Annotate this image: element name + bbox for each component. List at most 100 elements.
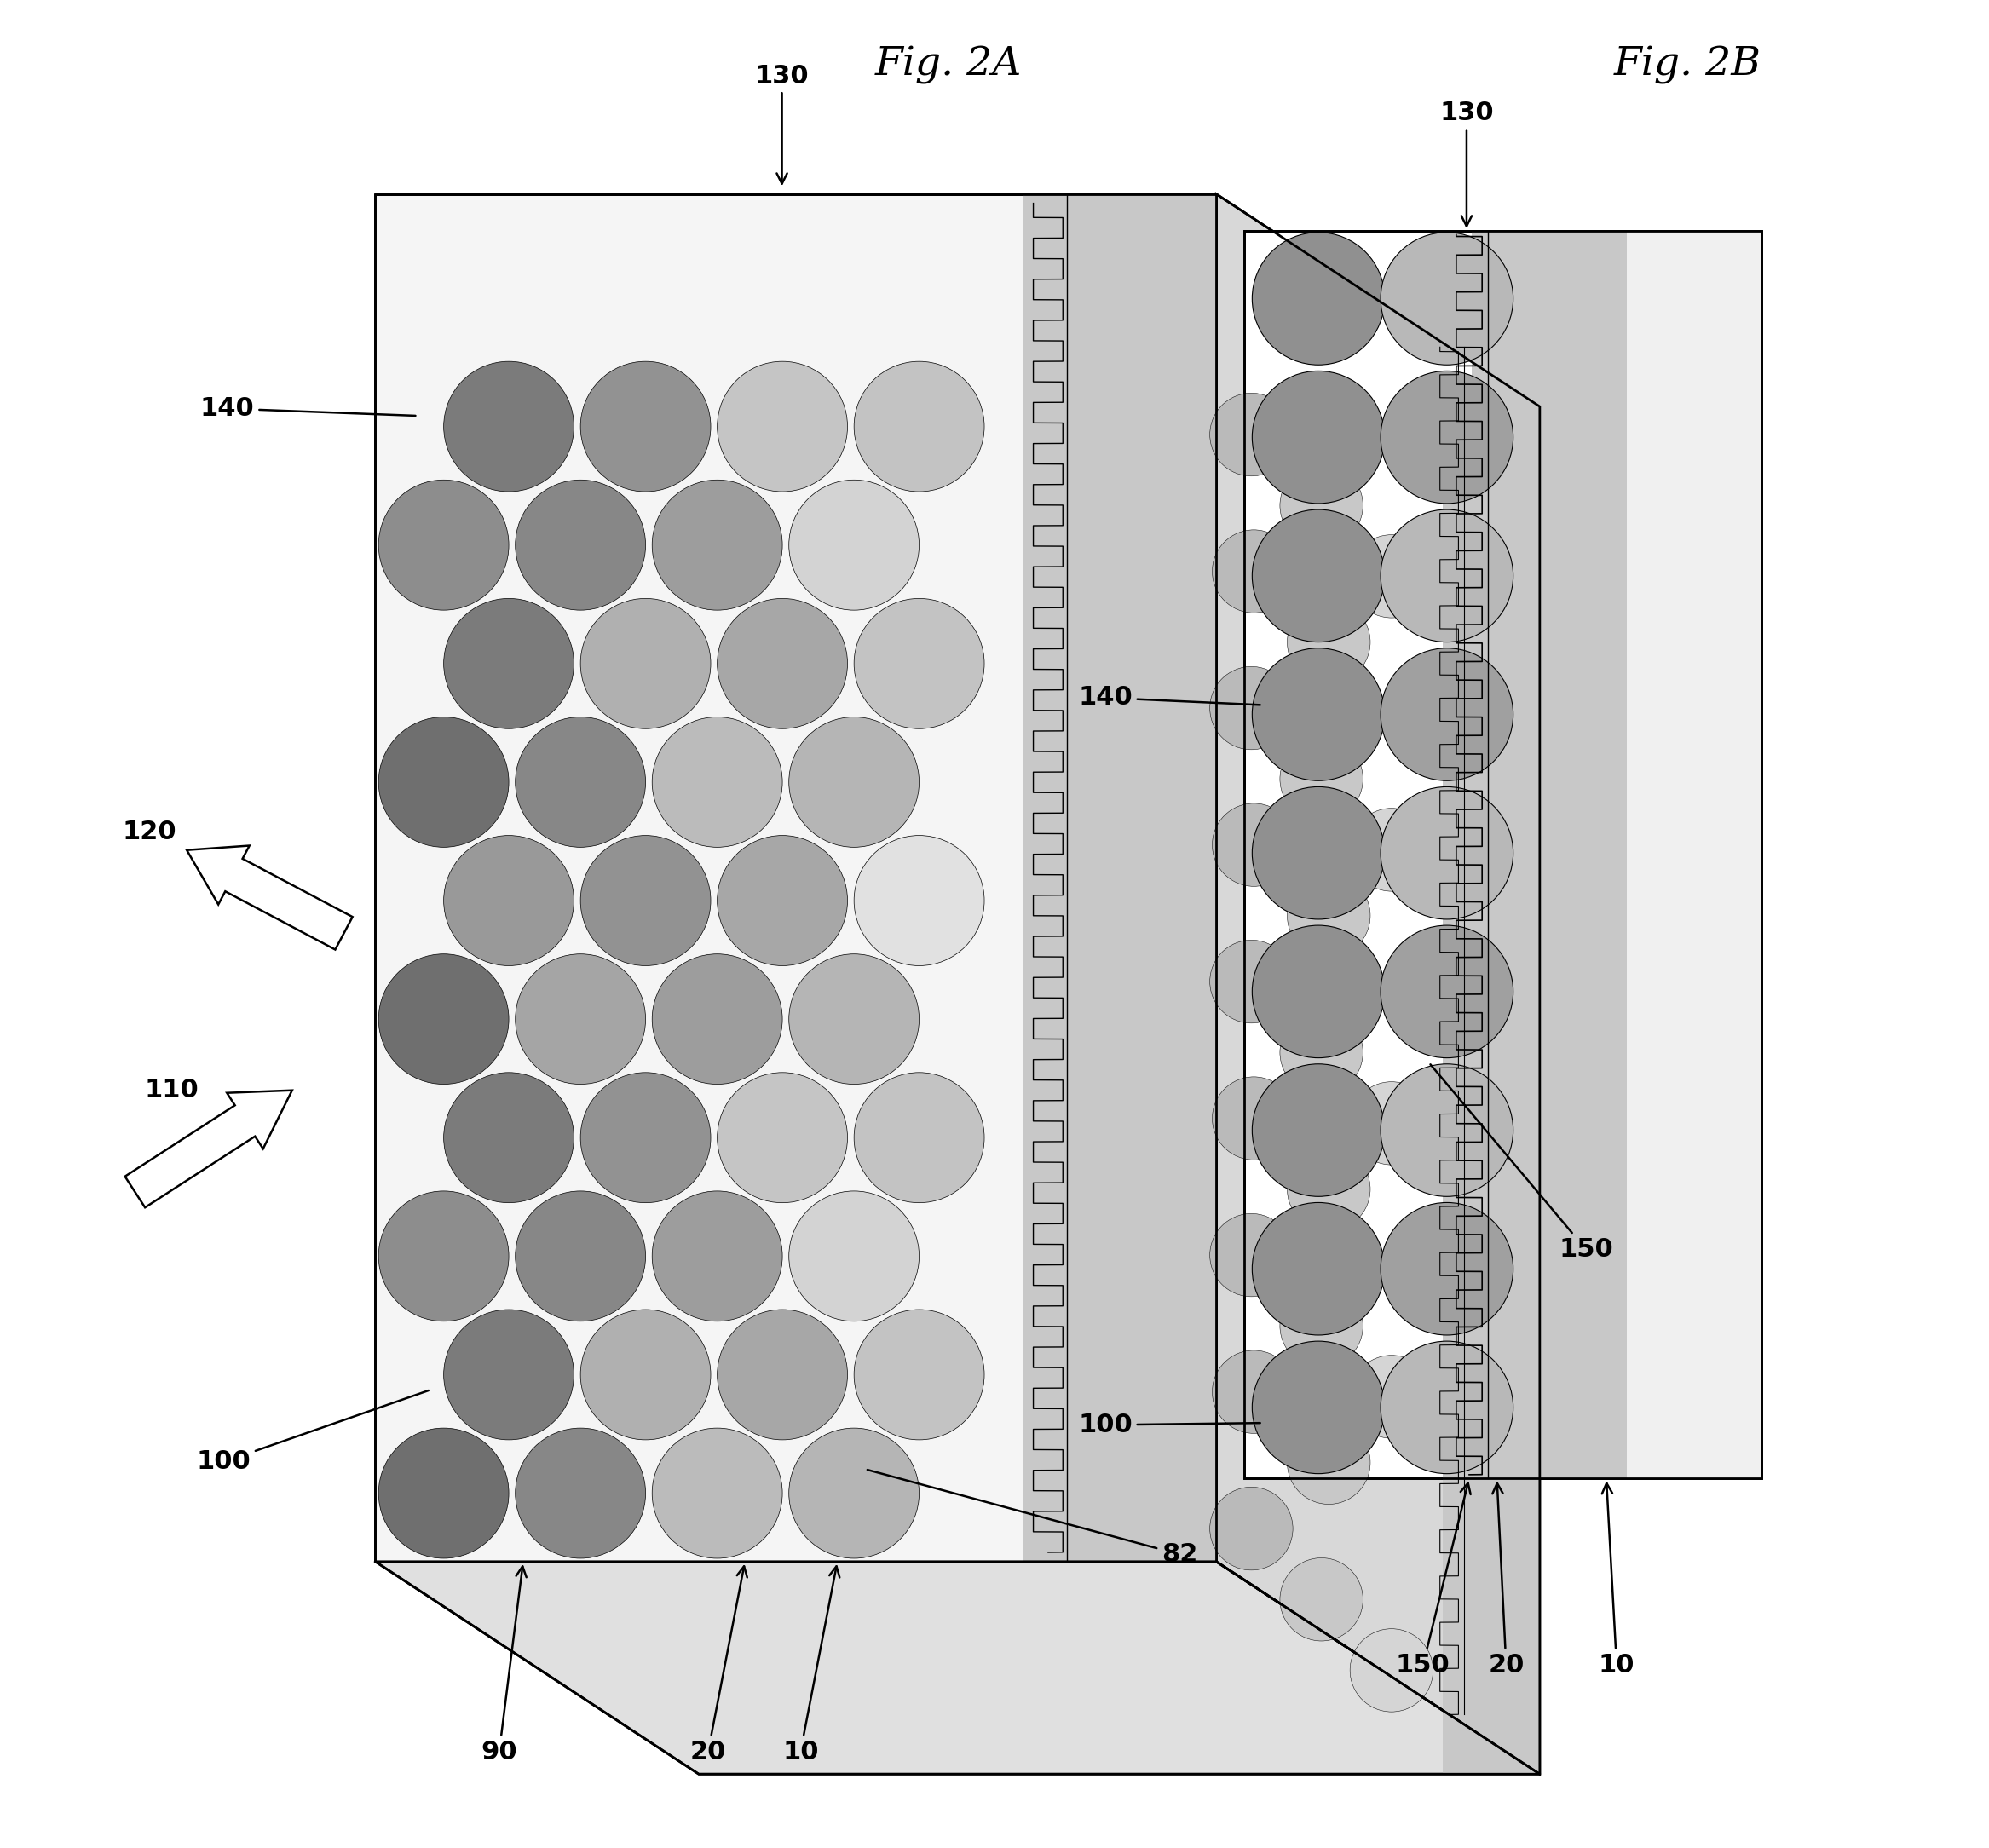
Text: 150: 150 (1396, 1482, 1470, 1678)
Text: 140: 140 (1078, 686, 1261, 710)
Bar (1472, 231, 1627, 1478)
Text: 140: 140 (201, 395, 416, 421)
Circle shape (444, 835, 575, 967)
Circle shape (1253, 926, 1384, 1057)
Text: Fig. 2B: Fig. 2B (1613, 46, 1762, 83)
Circle shape (1211, 530, 1295, 614)
Circle shape (853, 1072, 985, 1203)
Text: Fig. 2A: Fig. 2A (875, 46, 1022, 83)
Circle shape (1209, 394, 1293, 477)
Text: 100: 100 (197, 1390, 428, 1475)
Text: 130: 130 (1440, 100, 1494, 225)
Circle shape (378, 717, 509, 846)
Circle shape (1209, 1488, 1293, 1571)
Circle shape (515, 480, 646, 610)
Circle shape (1253, 1064, 1384, 1196)
Circle shape (378, 954, 509, 1085)
Text: 120: 120 (121, 819, 177, 845)
Circle shape (790, 480, 919, 610)
Circle shape (581, 1072, 710, 1203)
Circle shape (581, 1310, 710, 1440)
Circle shape (1380, 1064, 1514, 1196)
Circle shape (1351, 808, 1432, 891)
Circle shape (1351, 1355, 1432, 1438)
Circle shape (1287, 874, 1370, 957)
Circle shape (1380, 1203, 1514, 1334)
Circle shape (1287, 1148, 1370, 1231)
Text: 20: 20 (1488, 1484, 1524, 1678)
Circle shape (718, 362, 847, 492)
Circle shape (853, 362, 985, 492)
Circle shape (718, 1072, 847, 1203)
Circle shape (1351, 534, 1432, 617)
Circle shape (1287, 601, 1370, 684)
Circle shape (790, 717, 919, 846)
Circle shape (1209, 941, 1293, 1024)
Circle shape (1209, 667, 1293, 750)
Circle shape (515, 954, 646, 1085)
FancyArrow shape (125, 1090, 292, 1207)
Circle shape (1211, 1351, 1295, 1434)
Circle shape (444, 1310, 575, 1440)
Bar (1627, 231, 1762, 1478)
Circle shape (853, 835, 985, 967)
Circle shape (1253, 233, 1384, 364)
Circle shape (444, 1072, 575, 1203)
Text: 90: 90 (481, 1567, 527, 1765)
Circle shape (1380, 233, 1514, 364)
Text: 100: 100 (1078, 1412, 1261, 1438)
Text: 130: 130 (754, 63, 810, 183)
Circle shape (378, 480, 509, 610)
Circle shape (1279, 464, 1362, 547)
Circle shape (1380, 649, 1514, 780)
Circle shape (1209, 1214, 1293, 1297)
FancyArrow shape (187, 846, 352, 950)
Polygon shape (376, 194, 1217, 1562)
Circle shape (444, 599, 575, 728)
Circle shape (790, 1429, 919, 1558)
Circle shape (1253, 1342, 1384, 1473)
Circle shape (515, 717, 646, 846)
Circle shape (1380, 926, 1514, 1057)
Text: 10: 10 (782, 1567, 839, 1765)
Circle shape (1380, 1342, 1514, 1473)
Circle shape (853, 599, 985, 728)
Polygon shape (1217, 194, 1539, 1774)
Circle shape (378, 1190, 509, 1321)
Text: 150: 150 (1430, 1064, 1613, 1262)
Circle shape (1279, 737, 1362, 821)
Circle shape (718, 1310, 847, 1440)
Polygon shape (376, 1562, 1539, 1774)
Circle shape (1211, 1077, 1295, 1161)
Circle shape (581, 599, 710, 728)
Circle shape (515, 1429, 646, 1558)
Polygon shape (1022, 194, 1217, 1562)
Circle shape (652, 480, 782, 610)
Circle shape (1211, 804, 1295, 887)
Circle shape (1279, 1011, 1362, 1094)
Circle shape (1380, 371, 1514, 503)
Text: 10: 10 (1599, 1484, 1635, 1678)
Circle shape (652, 717, 782, 846)
Circle shape (1253, 649, 1384, 780)
Circle shape (853, 1310, 985, 1440)
Circle shape (718, 835, 847, 967)
Circle shape (1351, 1081, 1432, 1164)
Circle shape (1253, 371, 1384, 503)
Circle shape (718, 599, 847, 728)
Circle shape (515, 1190, 646, 1321)
Circle shape (444, 362, 575, 492)
Circle shape (581, 835, 710, 967)
Circle shape (1380, 510, 1514, 641)
Bar (1243, 231, 1762, 1478)
Text: 110: 110 (145, 1077, 199, 1103)
Circle shape (1253, 510, 1384, 641)
Circle shape (1287, 1421, 1370, 1504)
Text: 82: 82 (867, 1469, 1197, 1567)
Circle shape (652, 954, 782, 1085)
Circle shape (652, 1429, 782, 1558)
Circle shape (581, 362, 710, 492)
Text: 20: 20 (690, 1567, 748, 1765)
Circle shape (1351, 1628, 1432, 1711)
Circle shape (790, 954, 919, 1085)
